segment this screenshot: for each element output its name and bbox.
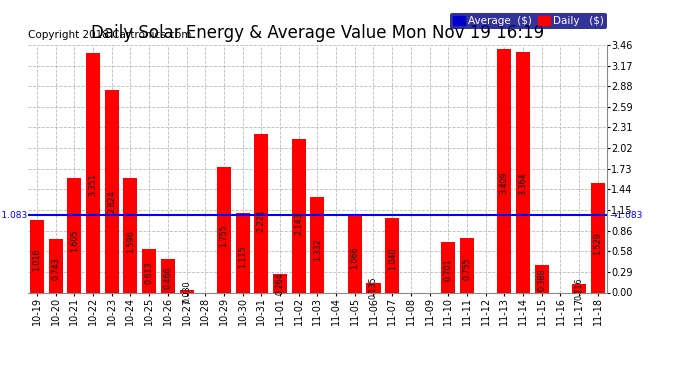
Text: 0.116: 0.116 [575, 278, 584, 300]
Text: →1.083: →1.083 [609, 210, 642, 219]
Bar [348, 216, 362, 292]
Bar [310, 197, 324, 292]
Text: 1.596: 1.596 [126, 230, 135, 252]
Text: ← 1.083: ← 1.083 [0, 210, 28, 219]
Bar [292, 139, 306, 292]
Bar [142, 249, 156, 292]
Text: 1.066: 1.066 [351, 247, 359, 269]
Text: 2.221: 2.221 [257, 210, 266, 232]
Text: 3.364: 3.364 [519, 173, 528, 195]
Bar [235, 213, 250, 292]
Text: 1.605: 1.605 [70, 230, 79, 252]
Text: 3.351: 3.351 [88, 173, 97, 196]
Text: Copyright 2018 Cartronics.com: Copyright 2018 Cartronics.com [28, 30, 191, 40]
Bar [48, 239, 63, 292]
Text: 1.755: 1.755 [219, 225, 228, 248]
Bar [30, 220, 44, 292]
Text: 1.115: 1.115 [238, 245, 247, 268]
Bar [497, 49, 511, 292]
Bar [591, 183, 605, 292]
Text: 0.030: 0.030 [182, 280, 191, 303]
Text: 2.824: 2.824 [107, 190, 116, 213]
Text: 0.613: 0.613 [145, 261, 154, 284]
Text: 0.701: 0.701 [444, 259, 453, 281]
Bar [385, 218, 400, 292]
Text: 0.755: 0.755 [462, 257, 471, 280]
Bar [105, 90, 119, 292]
Bar [535, 265, 549, 292]
Bar [442, 242, 455, 292]
Bar [255, 134, 268, 292]
Bar [179, 290, 193, 292]
Bar [86, 53, 100, 292]
Text: 0.388: 0.388 [538, 269, 546, 291]
Text: 0.135: 0.135 [369, 277, 378, 300]
Bar [273, 274, 287, 292]
Bar [161, 259, 175, 292]
Bar [516, 52, 530, 292]
Bar [124, 178, 137, 292]
Bar [366, 283, 380, 292]
Text: 0.743: 0.743 [51, 257, 60, 280]
Title: Daily Solar Energy & Average Value Mon Nov 19 16:19: Daily Solar Energy & Average Value Mon N… [91, 24, 544, 42]
Bar [217, 167, 231, 292]
Text: 1.040: 1.040 [388, 248, 397, 270]
Bar [572, 284, 586, 292]
Bar [68, 178, 81, 292]
Text: 1.016: 1.016 [32, 249, 41, 271]
Bar [460, 238, 474, 292]
Text: 1.529: 1.529 [593, 232, 602, 255]
Text: 1.332: 1.332 [313, 238, 322, 261]
Text: 0.466: 0.466 [164, 266, 172, 289]
Text: 0.264: 0.264 [275, 273, 284, 296]
Text: 3.409: 3.409 [500, 171, 509, 194]
Text: 2.143: 2.143 [294, 212, 303, 235]
Legend: Average  ($), Daily   ($): Average ($), Daily ($) [450, 13, 607, 29]
